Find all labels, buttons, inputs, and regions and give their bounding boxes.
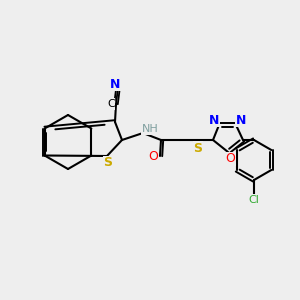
Text: S: S	[194, 142, 202, 154]
Text: N: N	[209, 113, 219, 127]
Text: O: O	[225, 152, 235, 166]
Text: Cl: Cl	[249, 195, 260, 205]
Text: NH: NH	[142, 124, 158, 134]
Text: C: C	[107, 99, 115, 109]
Text: O: O	[148, 151, 158, 164]
Text: N: N	[236, 113, 246, 127]
Text: S: S	[103, 157, 112, 169]
Text: N: N	[110, 77, 120, 91]
